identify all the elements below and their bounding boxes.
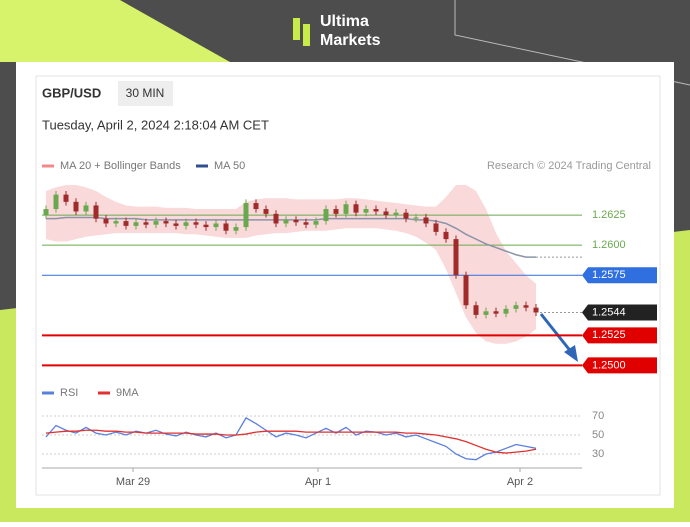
y-tick-label: 70 bbox=[592, 410, 604, 422]
candle-body bbox=[233, 227, 239, 231]
candle-body bbox=[363, 209, 369, 213]
level-label: 1.2625 bbox=[592, 209, 626, 221]
candle-body bbox=[383, 211, 389, 216]
ma9-line bbox=[45, 429, 537, 454]
candle-body bbox=[223, 223, 229, 231]
candle-body bbox=[463, 275, 469, 306]
candle-body bbox=[503, 308, 509, 314]
level-label: 1.2544 bbox=[592, 306, 626, 318]
candle-body bbox=[343, 204, 349, 214]
candle-body bbox=[83, 205, 89, 212]
candle-body bbox=[273, 213, 279, 224]
level-label: 1.2525 bbox=[592, 329, 626, 341]
candle-body bbox=[473, 305, 479, 315]
candle-body bbox=[523, 305, 529, 308]
candle-body bbox=[263, 209, 269, 214]
legend-label: 9MA bbox=[116, 387, 139, 399]
bollinger-band bbox=[46, 185, 536, 344]
level-tag bbox=[582, 327, 657, 344]
x-tick-label: Mar 29 bbox=[116, 476, 150, 488]
candle-body bbox=[213, 223, 219, 228]
level-tag bbox=[582, 357, 657, 374]
candle-body bbox=[443, 231, 449, 240]
candle-body bbox=[483, 311, 489, 315]
candle-body bbox=[73, 201, 79, 212]
accent bbox=[0, 0, 230, 62]
credit: Research © 2024 Trading Central bbox=[487, 160, 651, 172]
candle-body bbox=[323, 209, 329, 222]
candle-body bbox=[243, 203, 249, 228]
candle-body bbox=[113, 221, 119, 224]
timeframe: 30 MIN bbox=[126, 86, 165, 100]
level-label: 1.2500 bbox=[592, 359, 626, 371]
level-tag bbox=[582, 267, 657, 284]
candle-body bbox=[353, 204, 359, 213]
forecast-arrow bbox=[539, 313, 578, 362]
x-tick-label: Apr 2 bbox=[507, 476, 533, 488]
candle-body bbox=[153, 221, 159, 225]
candle-body bbox=[453, 239, 459, 276]
brand: Ultima bbox=[320, 13, 369, 30]
legend-label: RSI bbox=[60, 387, 78, 399]
legend-label: MA 50 bbox=[214, 160, 245, 172]
candle-body bbox=[433, 223, 439, 232]
candle-body bbox=[313, 221, 319, 225]
candle-body bbox=[293, 219, 299, 223]
candle-body bbox=[143, 222, 149, 225]
candle-body bbox=[53, 194, 59, 210]
level-tag bbox=[582, 304, 657, 321]
candle-body bbox=[193, 222, 199, 225]
candle-body bbox=[413, 217, 419, 219]
ma50-line bbox=[46, 216, 536, 258]
level-label: 1.2575 bbox=[592, 269, 626, 281]
candle-body bbox=[123, 221, 129, 226]
candle-body bbox=[423, 217, 429, 224]
candle-body bbox=[103, 218, 109, 224]
candle-body bbox=[63, 194, 69, 202]
legend-label: MA 20 + Bollinger Bands bbox=[60, 160, 181, 172]
rsi-line bbox=[45, 417, 537, 461]
chart-card bbox=[35, 75, 661, 496]
candle-body bbox=[163, 221, 169, 224]
brand: Markets bbox=[320, 32, 381, 49]
candle-body bbox=[173, 223, 179, 226]
x-tick-label: Apr 1 bbox=[305, 476, 331, 488]
subtitle: Tuesday, April 2, 2024 2:18:04 AM CET bbox=[42, 117, 269, 132]
candle-body bbox=[303, 222, 309, 225]
candle-body bbox=[203, 224, 209, 228]
symbol: GBP/USD bbox=[42, 85, 101, 100]
y-tick-label: 30 bbox=[592, 448, 604, 460]
candle-body bbox=[283, 219, 289, 224]
candle-body bbox=[253, 203, 259, 210]
logo-icon bbox=[293, 18, 310, 46]
y-tick-label: 50 bbox=[592, 429, 604, 441]
timeframe-box bbox=[118, 81, 173, 106]
candle-body bbox=[403, 212, 409, 219]
candle-body bbox=[43, 209, 49, 216]
candle-body bbox=[533, 307, 539, 313]
candle-body bbox=[333, 209, 339, 214]
candle-body bbox=[93, 205, 99, 219]
candle-body bbox=[183, 222, 189, 226]
level-label: 1.2600 bbox=[592, 239, 626, 251]
candle-body bbox=[393, 212, 399, 216]
candle-body bbox=[373, 209, 379, 212]
candle-body bbox=[133, 222, 139, 226]
candle-body bbox=[513, 305, 519, 309]
candle-body bbox=[493, 311, 499, 314]
